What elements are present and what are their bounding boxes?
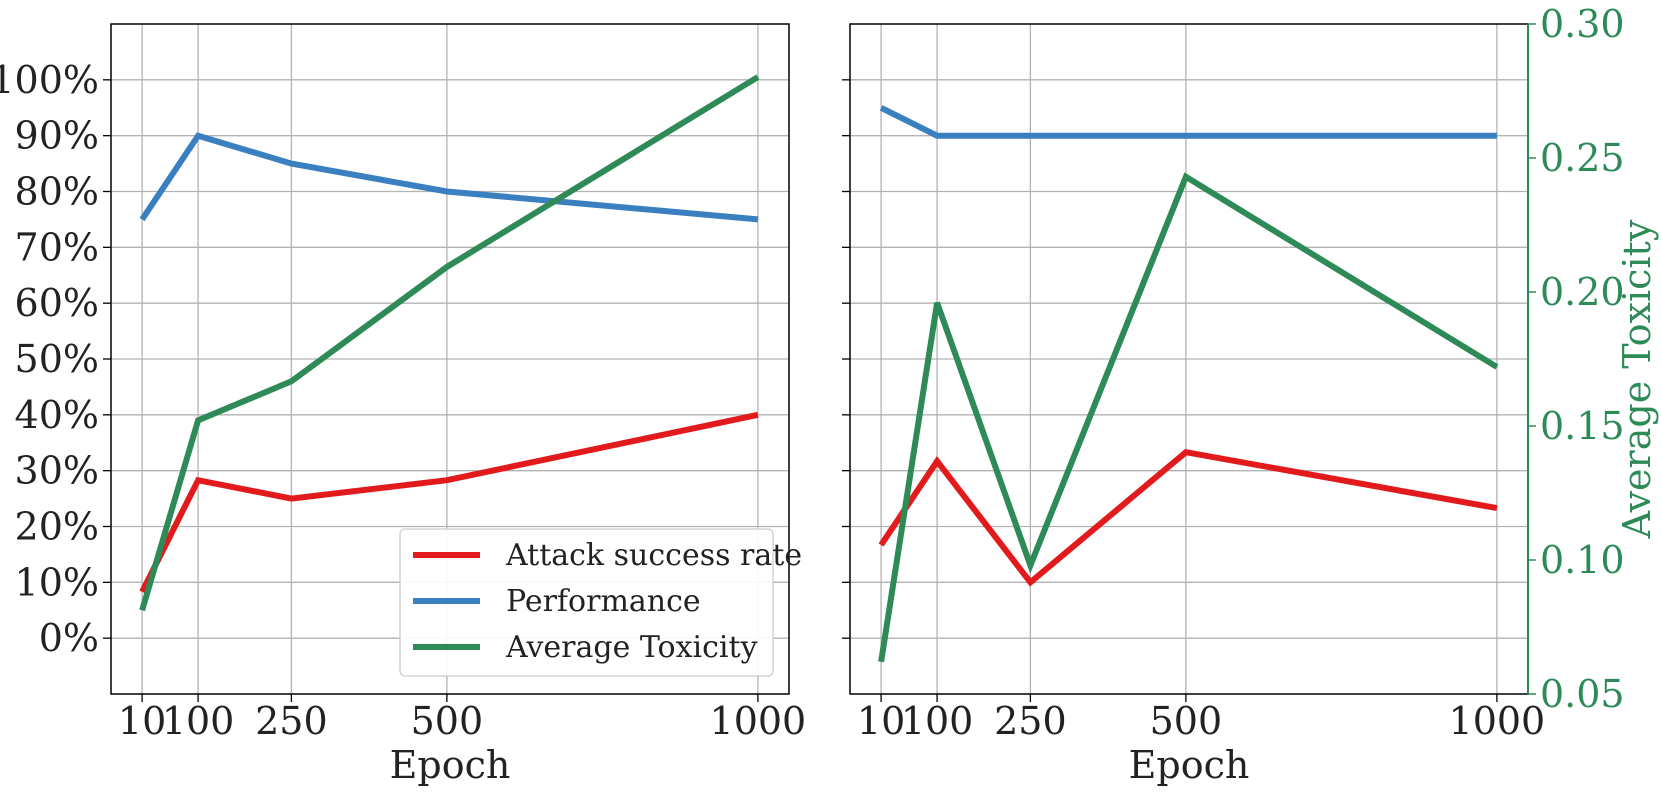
right-y-tick-label: 0.25: [1540, 136, 1625, 180]
y-tick-label: 20%: [15, 505, 99, 549]
x-axis-title: Epoch: [390, 743, 511, 787]
y-tick-label: 60%: [15, 281, 99, 325]
right-y-tick-label: 0.15: [1540, 404, 1625, 448]
legend-label-performance: Performance: [506, 584, 701, 619]
y-tick-label: 0%: [39, 616, 99, 660]
right-y-tick-label: 0.10: [1540, 538, 1625, 582]
x-tick-label: 100: [901, 699, 974, 743]
x-axis-title: Epoch: [1129, 743, 1250, 787]
series-line-average-toxicity: [878, 172, 1499, 663]
legend: Attack success rate Performance Average To…: [399, 528, 802, 677]
series-line-performance: [139, 132, 759, 223]
series-line-performance: [879, 105, 1497, 139]
y-tick-label: 90%: [15, 114, 99, 158]
legend-label-average-toxicity: Average Toxicity: [505, 630, 758, 665]
x-tick-label: 100: [162, 699, 235, 743]
right-y-tick-label: 0.30: [1540, 2, 1625, 46]
right-y-tick-label: 0.20: [1540, 270, 1625, 314]
y-tick-label: 70%: [15, 225, 99, 269]
x-tick-label: 250: [255, 699, 328, 743]
right-y-tick-label: 0.05: [1540, 672, 1625, 716]
x-tick-label: 250: [994, 699, 1067, 743]
y-tick-label: 100%: [0, 58, 99, 102]
y-tick-label: 10%: [15, 560, 99, 604]
x-tick-label: 1000: [710, 699, 807, 743]
series-line-attack-success-rate: [139, 411, 759, 594]
x-tick-label: 10: [857, 699, 905, 743]
y-tick-label: 80%: [15, 170, 99, 214]
right-axis-title: Average Toxicity: [1615, 219, 1659, 539]
x-tick-label: 500: [411, 699, 484, 743]
series-line-attack-success-rate: [878, 448, 1498, 587]
y-tick-label: 30%: [15, 449, 99, 493]
x-tick-label: 10: [118, 699, 166, 743]
y-tick-label: 50%: [15, 337, 99, 381]
series-line-average-toxicity: [139, 74, 760, 612]
legend-label-attack-success-rate: Attack success rate: [505, 538, 802, 573]
x-tick-label: 1000: [1449, 699, 1546, 743]
legend-box: [399, 528, 774, 677]
x-tick-label: 500: [1150, 699, 1223, 743]
y-tick-label: 40%: [15, 393, 99, 437]
